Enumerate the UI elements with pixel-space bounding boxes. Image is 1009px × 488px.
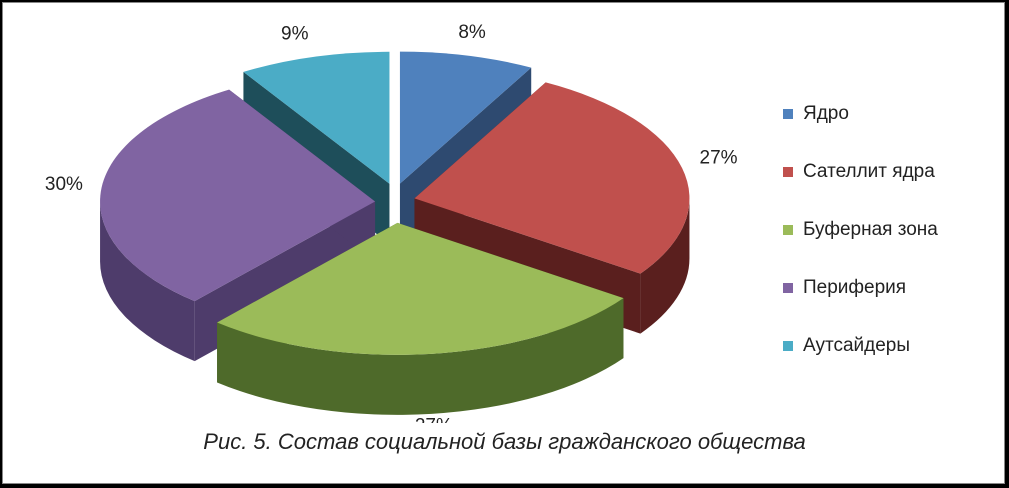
legend-label: Сателлит ядра: [803, 161, 935, 182]
slice-rim: [100, 201, 195, 362]
slice-top-face: [217, 222, 624, 355]
data-label: 27%: [700, 148, 738, 169]
chart-legend: Ядро Сателлит ядра Буферная зона Перифер…: [783, 85, 983, 375]
data-label: 30%: [45, 174, 83, 195]
legend-item-periphery: Периферия: [783, 259, 983, 317]
data-label: 9%: [281, 24, 309, 45]
slice-top-face: [414, 82, 690, 274]
pie-chart: 8% 27% 27% 30% 9%: [45, 22, 738, 423]
legend-item-outsiders: Аутсайдеры: [783, 317, 983, 375]
legend-item-yadro: Ядро: [783, 85, 983, 143]
legend-swatch: [783, 225, 793, 235]
data-label: 8%: [458, 22, 486, 43]
data-label: 27%: [415, 416, 453, 423]
legend-label: Буферная зона: [803, 219, 938, 240]
slice-top-face: [100, 89, 376, 302]
slice-top-face: [243, 51, 390, 184]
slice-buffer: [217, 222, 624, 415]
legend-item-buffer: Буферная зона: [783, 201, 983, 259]
legend-swatch: [783, 283, 793, 293]
slice-rim: [217, 298, 624, 415]
legend-label: Ядро: [803, 103, 849, 124]
legend-swatch: [783, 109, 793, 119]
legend-swatch: [783, 167, 793, 177]
legend-label: Аутсайдеры: [803, 335, 911, 356]
figure-caption: Рис. 5. Состав социальной базы гражданск…: [203, 429, 806, 454]
legend-label: Периферия: [803, 277, 907, 298]
legend-item-satellite: Сателлит ядра: [783, 143, 983, 201]
slice-rim: [640, 198, 690, 334]
legend-swatch: [783, 341, 793, 351]
slice-top-face: [399, 51, 532, 184]
